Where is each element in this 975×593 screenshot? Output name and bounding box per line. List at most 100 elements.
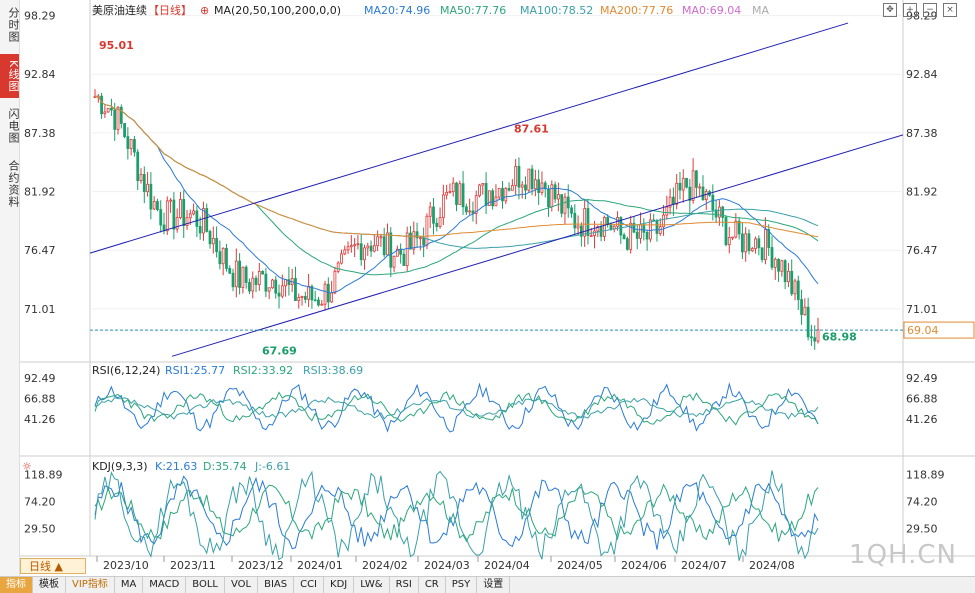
candle-body: [695, 170, 698, 188]
candle-body: [379, 236, 383, 239]
close-icon[interactable]: ×: [943, 3, 957, 17]
tab-flash[interactable]: 闪电图: [7, 108, 20, 144]
candle-body: [629, 222, 633, 250]
candle-body: [734, 220, 738, 238]
rsi-legend-2: RSI2:33.92: [233, 364, 293, 377]
x-tick-5: 2024/03: [424, 559, 470, 572]
candle-body: [261, 270, 264, 275]
legend-item-1: 【日线】: [148, 3, 192, 17]
kdj-legend-0: KDJ(9,3,3): [92, 460, 148, 473]
candle-body: [333, 270, 337, 294]
high-annotation-2: 87.61: [514, 122, 549, 135]
x-tick-3: 2024/01: [297, 559, 343, 572]
candle-body: [175, 217, 179, 230]
toolbar-tab-13[interactable]: PSY: [446, 577, 478, 593]
toolbar-tab-9[interactable]: KDJ: [324, 577, 355, 593]
toolbar-tab-3[interactable]: MA: [115, 577, 144, 593]
toolbar-tab-6[interactable]: VOL: [225, 577, 259, 593]
candle-body: [750, 248, 754, 252]
candle-body: [481, 183, 485, 186]
price-tick-left-2: 87.38: [24, 127, 56, 140]
candle-body: [126, 136, 130, 149]
candle-body: [156, 201, 159, 210]
candle-body: [767, 229, 771, 248]
rsi-legend-3: RSI3:38.69: [303, 364, 363, 377]
tab-kline[interactable]: K线图: [0, 54, 20, 98]
candle-body: [251, 277, 255, 292]
period-button[interactable]: 日线 ▲: [20, 558, 86, 574]
high-annotation-1: 95.01: [99, 39, 134, 52]
toolbar-tab-14[interactable]: 设置: [477, 577, 511, 593]
candle-body: [619, 217, 623, 236]
toolbar-tab-2[interactable]: VIP指标: [66, 577, 115, 593]
x-tick-2: 2023/12: [238, 559, 284, 572]
candle-body: [435, 222, 439, 227]
toolbar-tab-1[interactable]: 模板: [33, 577, 66, 593]
candle-body: [320, 303, 324, 306]
legend-item-8: MA0:69.04: [682, 4, 741, 17]
toolbar-tab-12[interactable]: CR: [419, 577, 446, 593]
low-annotation-2: 68.98: [822, 331, 857, 344]
bottom-toolbar: 指标 模板 VIP指标 MA MACD BOLL VOL BIAS CCI KDJ LW& RSI CR…: [0, 576, 975, 593]
toolbar-tab-0[interactable]: 指标: [0, 577, 33, 593]
candle-body: [586, 208, 590, 237]
toolbar-tab-7[interactable]: BIAS: [258, 577, 295, 593]
rsi1-line: [94, 382, 819, 433]
candle-body: [412, 231, 416, 250]
candle-body: [415, 231, 419, 239]
move-icon[interactable]: ✥: [883, 3, 897, 17]
price-tick-right-1: 92.84: [906, 68, 938, 81]
legend-item-0: 美原油连续: [92, 3, 147, 17]
tab-contract-info[interactable]: 合约资料: [7, 160, 20, 208]
price-tick-left-3: 81.92: [24, 186, 56, 199]
candle-body: [372, 245, 376, 252]
kdj-tick-left-0: 118.89: [24, 469, 63, 482]
candle-body: [537, 179, 541, 193]
ma20-line: [94, 95, 819, 294]
candle-body: [570, 207, 573, 214]
x-tick-4: 2024/02: [362, 559, 408, 572]
candle-body: [356, 243, 360, 246]
candle-body: [428, 206, 432, 217]
zoom-out-icon[interactable]: −: [923, 3, 937, 17]
candle-body: [714, 209, 718, 218]
candle-body: [422, 237, 426, 246]
candle-body: [386, 232, 389, 256]
candle-body: [770, 247, 774, 268]
candle-body: [517, 165, 521, 188]
kline-chart[interactable]: 98.29 98.29 92.84 92.84 87.38 87.38 81.92 81.92…: [0, 0, 975, 576]
price-tick-left-4: 76.47: [24, 244, 56, 257]
candle-body: [649, 219, 652, 240]
tab-time-share[interactable]: 分时图: [7, 7, 20, 43]
price-tick-right-5: 71.01: [906, 303, 938, 316]
candle-body: [813, 337, 817, 342]
sun-icon: ☼: [22, 460, 32, 473]
candle-body: [287, 279, 291, 286]
candle-body: [165, 200, 169, 232]
candle-body: [149, 183, 153, 210]
toolbar-tab-4[interactable]: MACD: [143, 577, 187, 593]
candle-body: [737, 220, 741, 235]
toolbar-tab-11[interactable]: RSI: [390, 577, 419, 593]
toolbar-tab-5[interactable]: BOLL: [186, 577, 225, 593]
price-tick-left-5: 71.01: [24, 303, 56, 316]
candle-body: [294, 278, 297, 302]
candle-body: [254, 277, 258, 285]
price-tick-right-3: 81.92: [906, 186, 938, 199]
candle-body: [218, 251, 222, 265]
candle-body: [773, 258, 777, 268]
candle-body: [438, 217, 442, 227]
candle-body: [129, 139, 133, 149]
candle-body: [796, 280, 800, 300]
candle-body: [142, 174, 146, 193]
candle-body: [635, 231, 639, 239]
candle-body: [576, 225, 580, 229]
price-tick-right-0: 98.29: [906, 10, 938, 23]
toolbar-tab-10[interactable]: LW&: [354, 577, 390, 593]
candle-body: [497, 187, 501, 198]
zoom-in-icon[interactable]: +: [903, 3, 917, 17]
candle-body: [179, 199, 182, 218]
candle-body: [639, 224, 642, 239]
toolbar-tab-8[interactable]: CCI: [294, 577, 325, 593]
candle-body: [793, 280, 797, 295]
